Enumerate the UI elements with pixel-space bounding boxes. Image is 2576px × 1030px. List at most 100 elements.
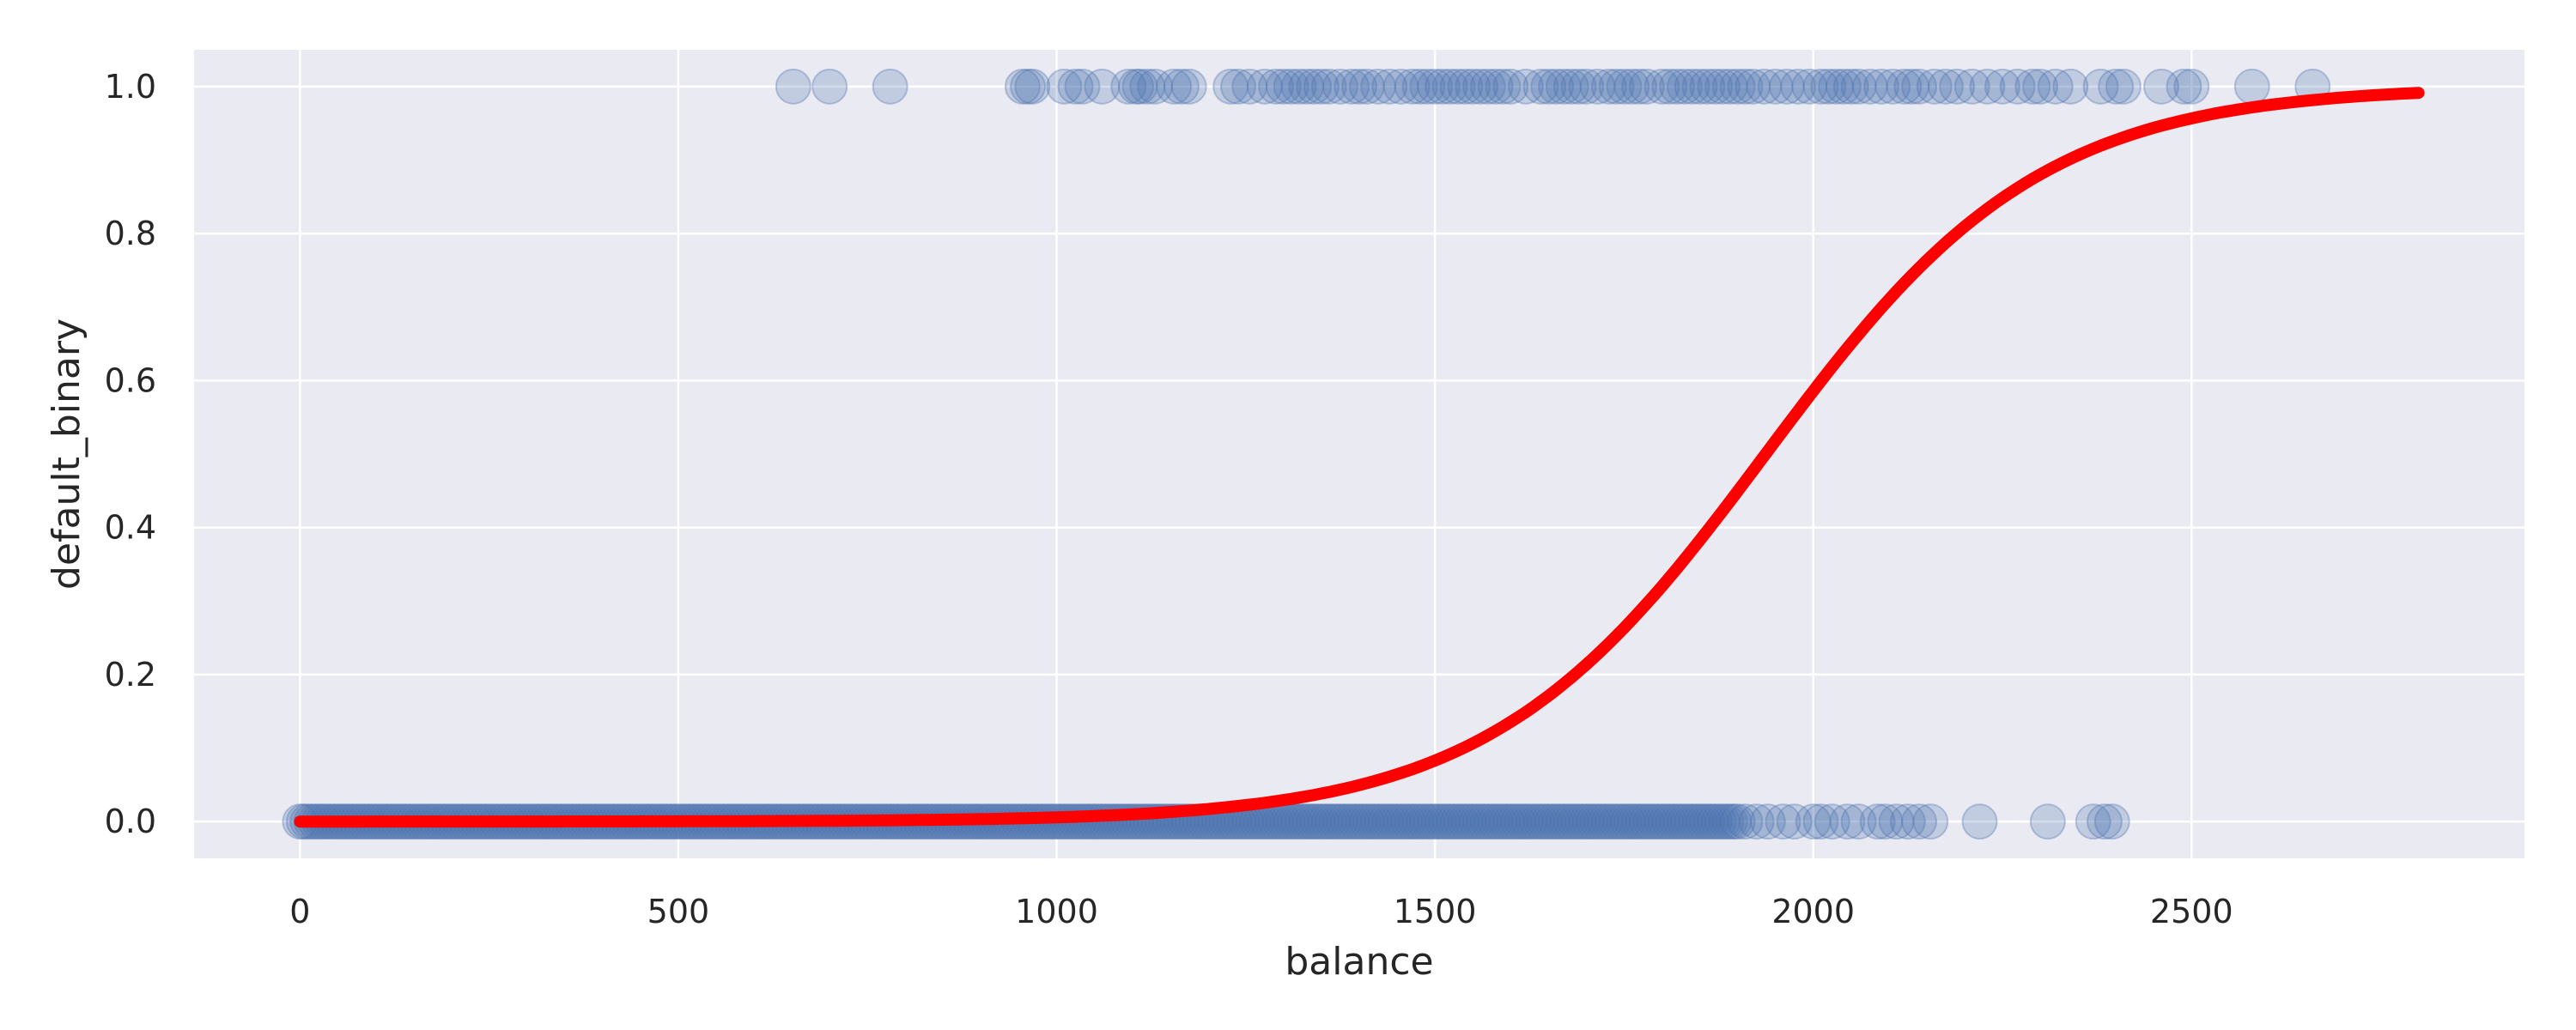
y-tick-label: 1.0 (105, 68, 156, 106)
scatter-point (1394, 68, 1431, 105)
scatter-point (1738, 803, 1775, 840)
scatter-point (1334, 803, 1370, 840)
scatter-point (1352, 803, 1389, 840)
scatter-point (1481, 803, 1518, 840)
scatter-point (1802, 68, 1839, 105)
scatter-point (1621, 68, 1658, 105)
scatter-point (1348, 803, 1385, 840)
scatter-point (775, 68, 811, 105)
scatter-point (1552, 803, 1589, 840)
y-axis-label: default_binary (45, 318, 88, 590)
scatter-point (1375, 803, 1412, 840)
scatter-point (1417, 68, 1454, 105)
scatter-point (1916, 68, 1953, 105)
scatter-point (2075, 803, 2111, 840)
scatter-point (1643, 68, 1680, 105)
x-tick-labels: 0 500 1000 1500 2000 2500 (289, 893, 2233, 930)
scatter-point (1670, 803, 1707, 840)
scatter-point (1401, 803, 1438, 840)
scatter-point (1795, 803, 1832, 840)
x-tick-label: 1500 (1394, 893, 1477, 930)
scatter-point (1617, 803, 1654, 840)
scatter-point (1163, 68, 1200, 105)
scatter-point (1170, 68, 1207, 105)
x-tick-label: 2500 (2150, 893, 2233, 930)
y-tick-label: 0.0 (105, 803, 156, 840)
scatter-point (1674, 68, 1710, 105)
scatter-point (1477, 803, 1514, 840)
scatter-point (1640, 803, 1677, 840)
scatter-point (1318, 803, 1355, 840)
scatter-point (1156, 68, 1193, 105)
scatter-point (1466, 803, 1503, 840)
scatter-point (1492, 803, 1529, 840)
scatter-point (1299, 803, 1336, 840)
scatter-point (1496, 803, 1533, 840)
scatter-point (1889, 803, 1926, 840)
scatter-point (1439, 68, 1476, 105)
scatter-point (1458, 803, 1495, 840)
scatter-point (2022, 68, 2059, 105)
scatter-point (1810, 68, 1847, 105)
scatter-point (1507, 803, 1544, 840)
x-tick-label: 0 (289, 893, 310, 930)
scatter-point (1901, 803, 1938, 840)
scatter-point (1488, 803, 1525, 840)
scatter-point (1628, 803, 1665, 840)
scatter-point (1541, 803, 1578, 840)
scatter-point (1666, 68, 1703, 105)
scatter-point (1455, 68, 1492, 105)
scatter-point (1549, 803, 1586, 840)
scatter-point (1832, 68, 1869, 105)
scatter-point (1700, 803, 1737, 840)
scatter-point (1598, 803, 1635, 840)
scatter-point (1939, 68, 1976, 105)
scatter-point (1371, 803, 1408, 840)
scatter-point (1329, 803, 1366, 840)
scatter-point (2166, 68, 2202, 105)
scatter-point (1613, 803, 1650, 840)
scatter-point (1526, 803, 1563, 840)
scatter-point (1084, 68, 1121, 105)
scatter-point (1886, 68, 1923, 105)
scatter-point (1409, 803, 1446, 840)
scatter-point (1118, 68, 1155, 105)
scatter-point (1632, 803, 1669, 840)
scatter-point (1735, 68, 1771, 105)
scatter-point (1576, 803, 1613, 840)
scatter-point (1064, 68, 1101, 105)
scatter-point (1310, 803, 1347, 840)
scatter-point (1417, 803, 1454, 840)
scatter-point (1231, 68, 1268, 105)
scatter-point (1719, 803, 1756, 840)
scatter-point (1246, 68, 1283, 105)
scatter-point (1519, 803, 1556, 840)
scatter-point (2093, 803, 2130, 840)
scatter-point (1401, 68, 1438, 105)
x-tick-label: 1000 (1015, 893, 1098, 930)
scatter-point (1818, 68, 1855, 105)
scatter-point (1515, 803, 1552, 840)
scatter-point (1825, 68, 1862, 105)
scatter-point (1303, 68, 1340, 105)
scatter-point (1341, 803, 1377, 840)
scatter-point (1643, 803, 1680, 840)
scatter-point (1326, 803, 1363, 840)
scatter-point (1461, 803, 1498, 840)
scatter-point (1560, 68, 1597, 105)
scatter-point (1666, 803, 1703, 840)
scatter-point (1522, 68, 1559, 105)
y-tick-label: 0.6 (105, 361, 156, 399)
scatter-point (1296, 803, 1333, 840)
scatter-point (1708, 803, 1745, 840)
scatter-point (1321, 68, 1358, 105)
scatter-point (2105, 68, 2142, 105)
scatter-point (1606, 68, 1643, 105)
scatter-point (1447, 803, 1484, 840)
scatter-point (1348, 68, 1385, 105)
scatter-point (1655, 803, 1692, 840)
scatter-point (1840, 68, 1877, 105)
scatter-point (1291, 803, 1328, 840)
scatter-point (1382, 803, 1419, 840)
scatter-point (1953, 68, 1990, 105)
